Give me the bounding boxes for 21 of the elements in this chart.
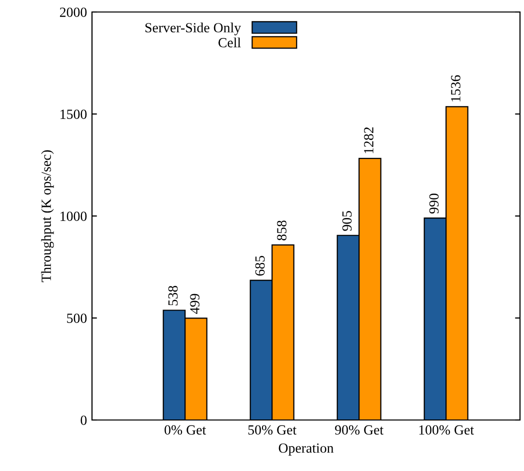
data-label: 1282	[364, 127, 374, 154]
y-axis-title: Throughput (K ops/sec)	[41, 150, 54, 282]
y-tick-label: 500	[67, 314, 87, 323]
y-tick-label: 2000	[60, 8, 87, 17]
y-tick-label: 1500	[60, 110, 87, 119]
data-label: 685	[255, 256, 265, 276]
y-tick-label: 0	[80, 416, 87, 425]
data-label: 905	[342, 211, 352, 231]
x-tick-label: 100% Get	[419, 425, 474, 435]
legend-label: Cell	[218, 38, 241, 48]
data-label: 1536	[451, 75, 460, 102]
x-tick-label: 0% Get	[164, 425, 206, 435]
x-tick-label: 90% Get	[335, 425, 384, 435]
x-axis-title: Operation	[278, 443, 334, 456]
data-label: 858	[277, 220, 286, 240]
y-tick-label: 1000	[60, 212, 87, 221]
data-label: 499	[190, 294, 200, 314]
data-label: 538	[168, 286, 178, 306]
legend-label: Server-Side Only	[145, 22, 242, 36]
data-label: 990	[429, 194, 439, 214]
x-tick-label: 50% Get	[248, 425, 296, 435]
